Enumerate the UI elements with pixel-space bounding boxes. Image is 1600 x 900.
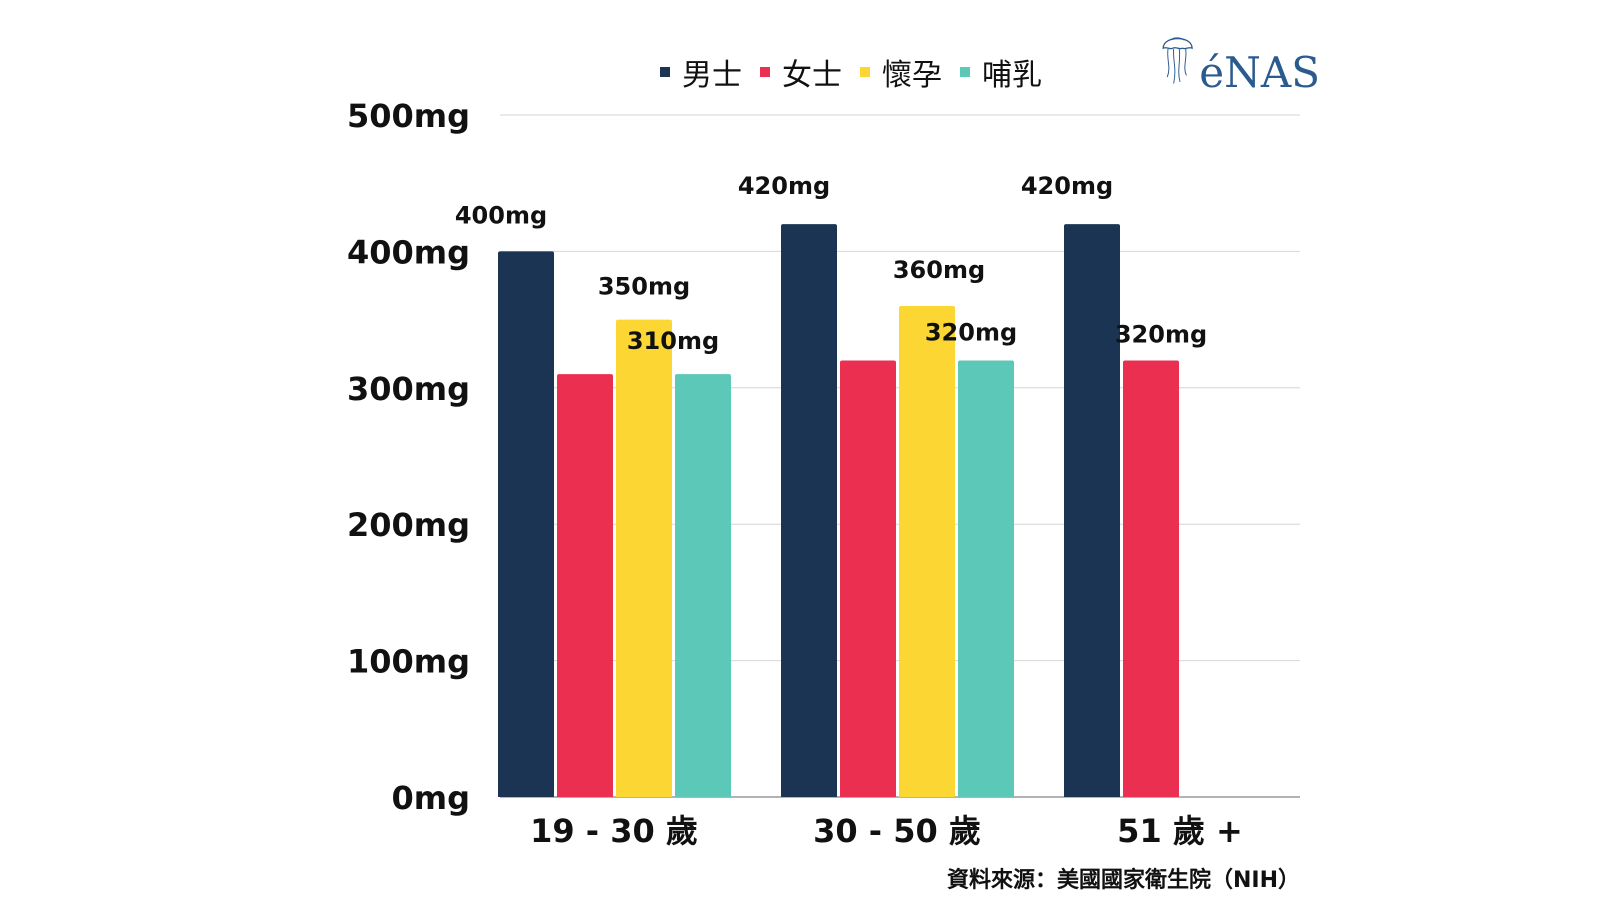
legend: 男士 女士 懷孕 哺乳 (660, 50, 1060, 94)
legend-label-pregnant: 懷孕 (882, 58, 942, 93)
y-tick-labels: 0mg 100mg 200mg 300mg 400mg 500mg (347, 97, 470, 817)
data-label: 310mg (627, 327, 719, 355)
data-label: 320mg (1115, 321, 1207, 349)
y-tick-label: 400mg (347, 233, 470, 271)
legend-label-women: 女士 (782, 58, 842, 93)
data-label: 350mg (598, 273, 690, 301)
y-tick-label: 200mg (347, 506, 470, 544)
bars (498, 224, 1179, 797)
x-category-label: 51 歲 + (1117, 812, 1243, 850)
legend-label-lactating: 哺乳 (982, 58, 1042, 93)
legend-swatch-women (760, 67, 770, 77)
x-category-label: 30 - 50 歲 (813, 812, 981, 850)
data-label: 400mg (455, 201, 547, 229)
data-label: 420mg (1021, 172, 1113, 200)
y-tick-label: 100mg (347, 643, 470, 681)
bar (557, 374, 613, 797)
data-label: 420mg (738, 172, 830, 200)
enas-logo: éNAS (1160, 14, 1320, 94)
legend-item-women: 女士 (760, 50, 842, 94)
bar (498, 251, 554, 797)
x-category-labels: 19 - 30 歲 30 - 50 歲 51 歲 + (530, 812, 1243, 850)
y-tick-label: 300mg (347, 370, 470, 408)
data-label: 320mg (925, 319, 1017, 347)
bar (1064, 224, 1120, 797)
legend-item-men: 男士 (660, 50, 742, 94)
bar (675, 374, 731, 797)
logo-text: éNAS (1199, 48, 1320, 97)
legend-item-lactating: 哺乳 (960, 50, 1042, 94)
data-label: 360mg (893, 256, 985, 284)
x-category-label: 19 - 30 歲 (530, 812, 698, 850)
y-tick-label: 500mg (347, 97, 470, 135)
source-note: 資料來源：美國國家衛生院（NIH） (946, 868, 1300, 893)
legend-label-men: 男士 (682, 58, 742, 93)
legend-swatch-men (660, 67, 670, 77)
legend-item-pregnant: 懷孕 (860, 50, 942, 94)
bar (958, 360, 1014, 797)
data-labels: 400mg 420mg 420mg 320mg 350mg 360mg 310mg 320mg (455, 172, 1207, 355)
y-tick-label: 0mg (391, 779, 470, 817)
bar (781, 224, 837, 797)
bar (840, 360, 896, 797)
bar (616, 319, 672, 797)
bar (1123, 360, 1179, 797)
legend-swatch-lactating (960, 67, 970, 77)
legend-swatch-pregnant (860, 67, 870, 77)
bar (899, 305, 955, 797)
jellyfish-icon (1162, 37, 1193, 84)
